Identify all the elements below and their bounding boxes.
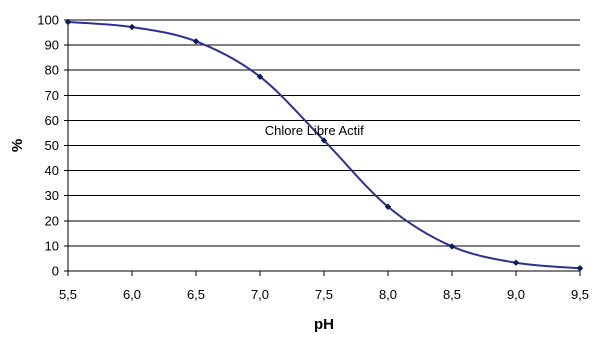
y-tick-label: 80 — [45, 63, 59, 78]
y-tick-label: 40 — [45, 163, 59, 178]
y-tick-label: 50 — [45, 138, 59, 153]
x-tick-label: 9,0 — [507, 287, 525, 302]
data-point-marker — [512, 259, 520, 266]
curve-annotation: Chlore Libre Actif — [265, 123, 364, 138]
x-tick-label: 7,0 — [251, 287, 269, 302]
data-point-marker — [384, 203, 392, 210]
y-tick-label: 70 — [45, 88, 59, 103]
x-tick-label: 7,5 — [315, 287, 333, 302]
data-point-marker — [64, 18, 72, 26]
y-tick-label: 100 — [37, 13, 59, 28]
series — [64, 18, 584, 272]
data-point-marker — [128, 23, 136, 31]
data-point-marker — [576, 265, 584, 272]
x-axis-title: pH — [314, 316, 334, 333]
data-point-marker — [448, 243, 456, 250]
x-tick-label: 8,5 — [443, 287, 461, 302]
y-tick-label: 10 — [45, 238, 59, 253]
x-tick-label: 8,0 — [379, 287, 397, 302]
y-tick-label: 0 — [52, 264, 59, 279]
y-tick-label: 90 — [45, 38, 59, 53]
data-point-marker — [320, 137, 328, 144]
data-point-marker — [192, 38, 200, 45]
y-tick-label: 20 — [45, 213, 59, 228]
y-tick-label: 30 — [45, 188, 59, 203]
gridlines — [68, 19, 580, 272]
x-tick-label: 6,5 — [187, 287, 205, 302]
x-tick-label: 6,0 — [123, 287, 141, 302]
data-point-marker — [256, 73, 264, 80]
y-tick-label: 60 — [45, 113, 59, 128]
x-tick-label: 9,5 — [571, 287, 589, 302]
y-axis-title: % — [9, 139, 26, 152]
x-tick-label: 5,5 — [59, 287, 77, 302]
labels: 0 10 20 30 40 50 60 70 80 90 100 5,5 6,0 6,5 7,0 7,5 8,0… — [9, 13, 589, 334]
axes — [64, 19, 581, 276]
